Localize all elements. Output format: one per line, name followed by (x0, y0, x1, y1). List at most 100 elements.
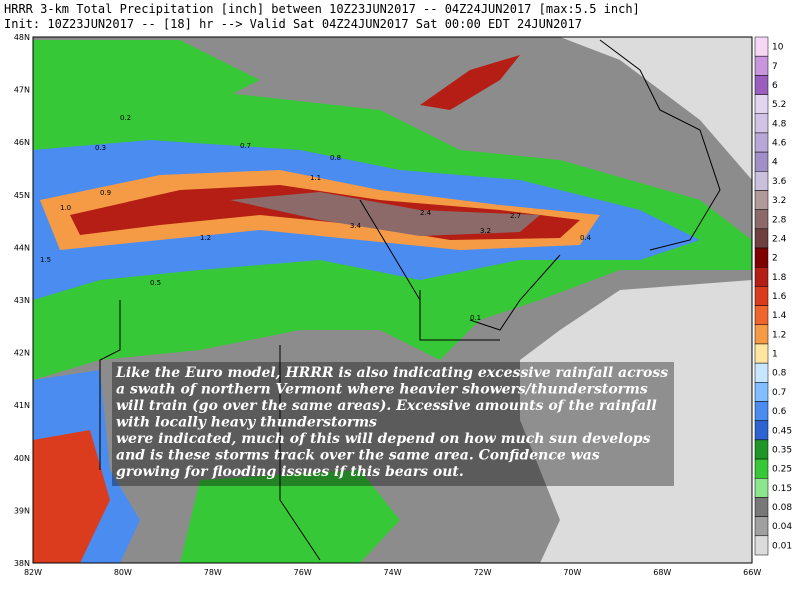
map-value-label: 0.8 (330, 154, 341, 162)
colorbar-label: 0.01 (772, 541, 792, 551)
colorbar-label: 1.8 (772, 273, 787, 283)
colorbar-swatch (754, 55, 769, 76)
annotation-line: were indicated, much of this will depend… (116, 431, 651, 447)
map-value-label: 3.2 (480, 227, 491, 235)
colorbar-label: 3.6 (772, 177, 787, 187)
longitude-label: 74W (384, 568, 402, 577)
colorbar-label: 0.15 (772, 484, 792, 494)
annotation: Like the Euro model, HRRR is also indica… (115, 365, 668, 480)
colorbar-label: 0.35 (772, 445, 792, 455)
map-frame (32, 36, 753, 564)
colorbar-label: 10 (772, 43, 784, 53)
colorbar-swatch (754, 151, 769, 172)
colorbar-label: 5.2 (772, 100, 786, 110)
colorbar-swatch (754, 324, 769, 345)
colorbar: 10 7 6 5.2 4.8 4.6 4 3.6 3.2 2.8 2.4 2 1.8 1.6 1.4 1.2 1… (754, 36, 792, 556)
colorbar-swatch (754, 286, 769, 306)
colorbar-label: 2.4 (772, 234, 787, 244)
header-line: HRRR 3-km Total Precipitation [inch] bet… (4, 2, 640, 16)
latitude-label: 40N (14, 454, 30, 463)
annotation-box (112, 362, 674, 486)
colorbar-label: 4.6 (772, 139, 787, 149)
map-value-label: 0.3 (95, 144, 106, 152)
annotation-line: with locally heavy thunderstorms (116, 415, 377, 431)
colorbar-swatch (754, 266, 769, 287)
colorbar-label: 1.6 (772, 292, 787, 302)
precip-area (33, 40, 260, 150)
colorbar-swatch (754, 535, 769, 556)
boundary-lines (99, 39, 721, 561)
colorbar-swatch (754, 113, 769, 134)
annotation-line: and is these storms track over the same … (116, 448, 600, 464)
longitude-label: 76W (294, 568, 312, 577)
colorbar-swatch (754, 458, 769, 479)
latitude-label: 44N (14, 243, 30, 252)
colorbar-swatch (754, 190, 769, 210)
map-value-label: 0.5 (150, 279, 161, 287)
annotation-line: Like the Euro model, HRRR is also indica… (115, 365, 668, 381)
colorbar-label: 2 (772, 254, 778, 264)
colorbar-swatch (754, 497, 769, 517)
colorbar-swatch (754, 478, 769, 498)
colorbar-swatch (754, 401, 769, 421)
annotation-line: growing for flooding issues if this bear… (116, 464, 464, 480)
map-value-label: 1.2 (200, 234, 211, 242)
colorbar-label: 0.25 (772, 465, 792, 475)
colorbar-swatch (754, 420, 769, 441)
colorbar-label: 0.6 (772, 407, 787, 417)
precip-core (33, 430, 110, 563)
longitude-label: 78W (204, 568, 222, 577)
colorbar-swatch (754, 343, 769, 364)
annotation-line: will train (go over the same areas). Exc… (116, 398, 657, 414)
map-value-label: 3.4 (350, 222, 362, 230)
precip-max (230, 192, 540, 236)
map-value-label: 2.4 (420, 209, 432, 217)
latitude-label: 41N (14, 401, 30, 410)
longitude-label: 70W (563, 568, 581, 577)
map-value-label: 1.5 (40, 256, 51, 264)
longitude-label: 72W (473, 568, 491, 577)
colorbar-label: 6 (772, 81, 778, 91)
colorbar-label: 0.04 (772, 522, 792, 532)
colorbar-label: 0.08 (772, 503, 792, 513)
colorbar-swatch (754, 132, 769, 153)
colorbar-swatch (754, 75, 769, 95)
latitude-label: 42N (14, 349, 30, 358)
colorbar-swatch (754, 171, 769, 191)
map-value-label: 1.1 (310, 174, 321, 182)
latitude-label: 39N (14, 506, 30, 515)
map-value-label: 0.7 (240, 142, 251, 150)
colorbar-swatch (754, 382, 769, 402)
colorbar-label: 3.2 (772, 196, 786, 206)
colorbar-label: 0.7 (772, 388, 786, 398)
colorbar-swatch (754, 516, 769, 537)
map-value-label: 0.2 (120, 114, 131, 122)
precip-area (180, 470, 400, 563)
longitude-label: 82W (24, 568, 42, 577)
latitude-label: 45N (14, 191, 30, 200)
colorbar-swatch (754, 36, 769, 57)
colorbar-label: 1.4 (772, 311, 787, 321)
map-value-label: 2.7 (510, 212, 521, 220)
colorbar-swatch (754, 94, 769, 114)
map-field (32, 36, 753, 564)
map-value-label: 0.4 (580, 234, 592, 242)
colorbar-label: 0.45 (772, 426, 792, 436)
map-value-label: 1.0 (60, 204, 71, 212)
colorbar-swatch (754, 209, 769, 230)
latitude-label: 38N (14, 559, 30, 568)
colorbar-label: 1 (772, 350, 778, 360)
colorbar-label: 0.8 (772, 369, 787, 379)
map-labels: 0.2 0.3 0.7 1.0 0.9 1.2 2.4 3.4 2.7 3.2 1.5 0.5 0.1 0… (40, 114, 592, 322)
colorbar-label: 1.2 (772, 330, 786, 340)
colorbar-label: 7 (772, 62, 778, 72)
colorbar-swatch (754, 362, 769, 383)
colorbar-label: 4 (772, 158, 778, 168)
colorbar-swatch (754, 305, 769, 326)
map-value-label: 0.9 (100, 189, 111, 197)
latitude-label: 43N (14, 296, 30, 305)
latitude-label: 48N (14, 33, 30, 42)
